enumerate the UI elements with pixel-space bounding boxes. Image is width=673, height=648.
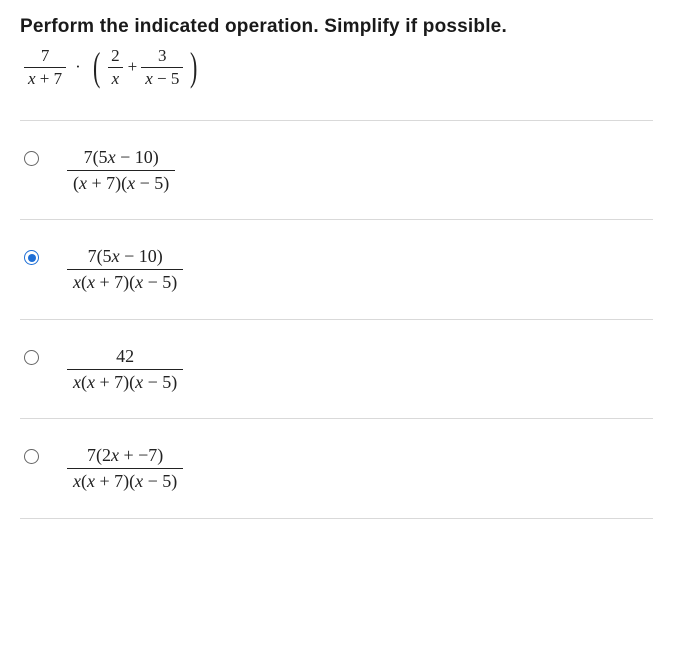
expr-frac-3-num: 3 xyxy=(154,46,171,67)
options-list: 7(5x − 10) (x + 7)(x − 5) 7(5x − 10) x(x… xyxy=(20,120,653,519)
question-expression: 7 x + 7 · ( 2 x + 3 x − 5 ) xyxy=(20,46,653,88)
expr-frac-1: 7 x + 7 xyxy=(24,46,66,88)
answer-frac: 7(5x − 10) x(x + 7)(x − 5) xyxy=(67,246,183,292)
answer-num: 7(5x − 10) xyxy=(82,246,169,269)
expr-frac-1-den: x + 7 xyxy=(24,67,66,89)
answer-den: x(x + 7)(x − 5) xyxy=(67,468,183,492)
option-row[interactable]: 7(5x − 10) (x + 7)(x − 5) xyxy=(20,121,653,220)
right-paren: ) xyxy=(190,51,197,83)
expr-frac-3-den: x − 5 xyxy=(141,67,183,89)
expr-frac-2-den: x xyxy=(108,67,124,89)
answer-frac: 42 x(x + 7)(x − 5) xyxy=(67,346,183,392)
multiply-dot: · xyxy=(72,57,84,77)
answer-num: 42 xyxy=(110,346,140,369)
answer-den: x(x + 7)(x − 5) xyxy=(67,369,183,393)
expr-frac-2-num: 2 xyxy=(107,46,124,67)
answer-den: x(x + 7)(x − 5) xyxy=(67,269,183,293)
radio-button[interactable] xyxy=(24,350,39,365)
option-expression: 7(5x − 10) x(x + 7)(x − 5) xyxy=(67,246,183,292)
answer-frac: 7(5x − 10) (x + 7)(x − 5) xyxy=(67,147,175,193)
answer-num: 7(2x + −7) xyxy=(81,445,169,468)
option-expression: 7(5x − 10) (x + 7)(x − 5) xyxy=(67,147,175,193)
expr-frac-2: 2 x xyxy=(107,46,124,88)
expr-frac-3: 3 x − 5 xyxy=(141,46,183,88)
radio-button[interactable] xyxy=(24,250,39,265)
answer-num: 7(5x − 10) xyxy=(78,147,165,170)
question-prompt: Perform the indicated operation. Simplif… xyxy=(20,16,653,38)
expr-frac-1-num: 7 xyxy=(37,46,54,67)
radio-button[interactable] xyxy=(24,449,39,464)
radio-cell xyxy=(20,246,39,270)
option-row[interactable]: 7(5x − 10) x(x + 7)(x − 5) xyxy=(20,220,653,319)
paren-group: ( 2 x + 3 x − 5 ) xyxy=(90,46,201,88)
radio-cell xyxy=(20,147,39,171)
radio-cell xyxy=(20,346,39,370)
radio-button[interactable] xyxy=(24,151,39,166)
option-expression: 7(2x + −7) x(x + 7)(x − 5) xyxy=(67,445,183,491)
option-expression: 42 x(x + 7)(x − 5) xyxy=(67,346,183,392)
left-paren: ( xyxy=(93,51,100,83)
plus-sign: + xyxy=(128,57,138,77)
option-row[interactable]: 42 x(x + 7)(x − 5) xyxy=(20,320,653,419)
answer-frac: 7(2x + −7) x(x + 7)(x − 5) xyxy=(67,445,183,491)
radio-cell xyxy=(20,445,39,469)
option-row[interactable]: 7(2x + −7) x(x + 7)(x − 5) xyxy=(20,419,653,518)
answer-den: (x + 7)(x − 5) xyxy=(67,170,175,194)
